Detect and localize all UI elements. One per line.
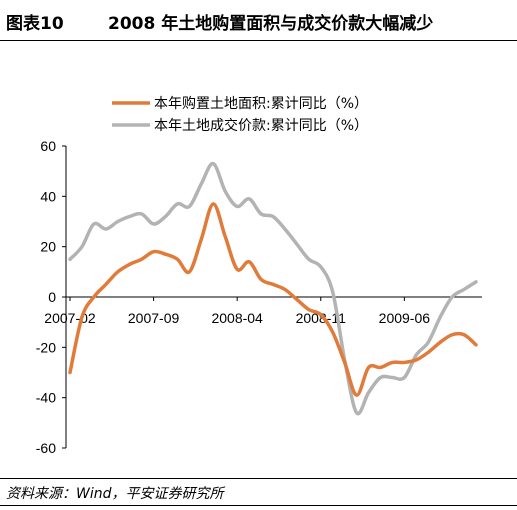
x-tick-label: 2007-02	[44, 310, 96, 326]
legend-label-1: 本年购置土地面积:累计同比（%）	[154, 96, 368, 112]
y-tick-label: 40	[40, 188, 56, 204]
x-tick-label: 2009-06	[379, 310, 431, 326]
x-tick-label: 2008-04	[211, 310, 263, 326]
figure-footer: 资料来源：Wind，平安证券研究所	[0, 478, 517, 506]
series-line-1	[68, 202, 478, 397]
figure-header: 图表10 2008 年土地购置面积与成交价款大幅减少	[0, 0, 517, 41]
y-tick-label: 20	[40, 239, 56, 255]
y-tick-label: -60	[36, 440, 56, 456]
legend: 本年购置土地面积:累计同比（%） 本年土地成交价款:累计同比（%）	[112, 96, 368, 134]
y-tick-label: -40	[36, 390, 56, 406]
series-line-2	[68, 161, 478, 416]
source-note: 资料来源：Wind，平安证券研究所	[6, 486, 224, 502]
x-tick-label: 2007-09	[128, 310, 180, 326]
legend-label-2: 本年土地成交价款:累计同比（%）	[154, 117, 368, 134]
line-chart: 本年购置土地面积:累计同比（%）本年土地成交价款:累计同比（%） 6040200…	[36, 96, 482, 456]
plot-area	[68, 161, 478, 416]
y-tick-label: 60	[40, 138, 56, 154]
y-tick-label: 0	[48, 289, 56, 305]
y-tick-label: -20	[36, 339, 56, 355]
axes: 60 40 20 0 -20 -40 -60 2007-02 2007-09 2008-04 200…	[36, 138, 482, 456]
chart-title: 2008 年土地购置面积与成交价款大幅减少	[108, 14, 434, 34]
x-tick-label: 2008-11	[296, 310, 347, 326]
figure-label: 图表10	[6, 14, 64, 34]
